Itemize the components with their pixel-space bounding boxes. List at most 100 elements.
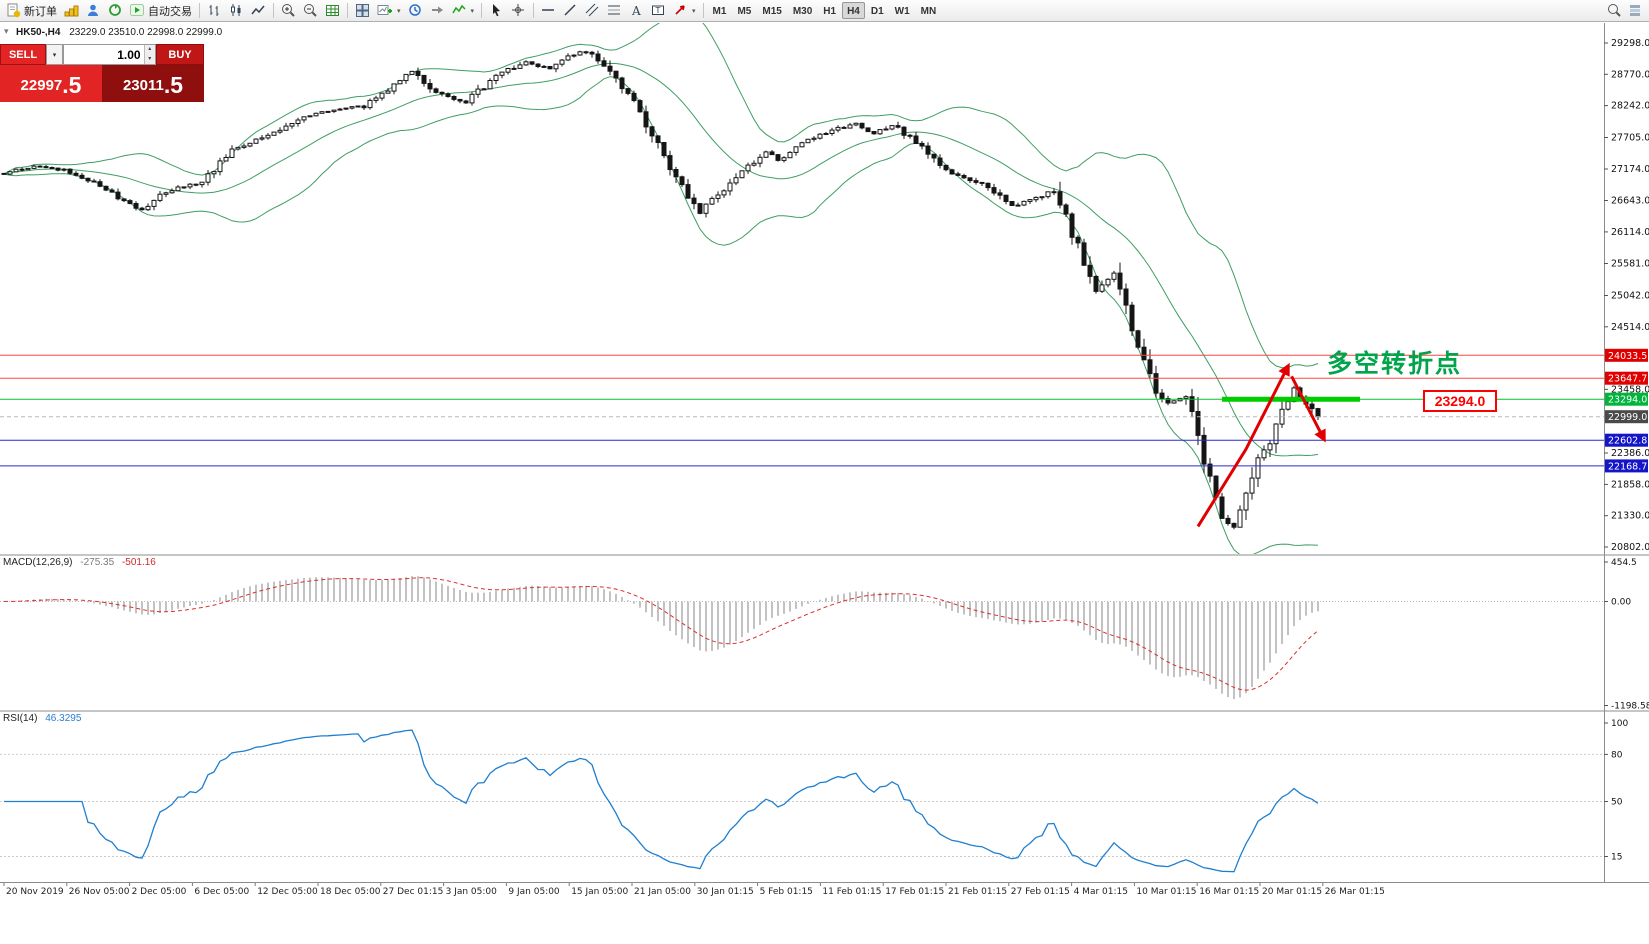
fibonacci-icon <box>608 5 621 15</box>
svg-text:27705.0: 27705.0 <box>1611 133 1649 144</box>
timeframe-m1-button[interactable]: M1 <box>712 6 727 17</box>
timeframe-w1-button[interactable]: W1 <box>894 6 910 17</box>
data-window-icon <box>88 4 98 16</box>
svg-text:100: 100 <box>1611 719 1628 729</box>
svg-text:2 Dec 05:00: 2 Dec 05:00 <box>132 887 187 897</box>
timeframe-d1-button[interactable]: D1 <box>870 6 884 17</box>
new-order-button[interactable]: 新订单 <box>3 1 60 21</box>
svg-text:15 Jan 05:00: 15 Jan 05:00 <box>571 887 628 897</box>
buy-button[interactable]: BUY <box>156 44 204 65</box>
svg-text:23458.0: 23458.0 <box>1611 384 1649 395</box>
svg-text:22999.0: 22999.0 <box>1608 412 1647 423</box>
trendline-icon <box>564 4 576 16</box>
svg-text:-1198.58: -1198.58 <box>1611 702 1649 712</box>
channel-icon <box>585 3 599 17</box>
timeframe-m30-button[interactable]: M30 <box>792 6 813 17</box>
macd-signal-value: -501.16 <box>121 557 156 568</box>
svg-text:24033.5: 24033.5 <box>1608 351 1647 362</box>
volume-dropdown-button[interactable]: ▾ <box>46 44 63 65</box>
chart-shift-button[interactable] <box>427 1 448 21</box>
timeframe-h4-button[interactable]: H4 <box>842 2 865 19</box>
sell-button[interactable]: SELL <box>0 44 46 65</box>
svg-text:21 Feb 01:15: 21 Feb 01:15 <box>948 887 1007 897</box>
svg-text:23294.0: 23294.0 <box>1608 395 1647 406</box>
label-tool-button[interactable]: T <box>648 1 669 21</box>
volume-field: ▴▾ <box>63 44 156 65</box>
svg-text:4 Mar 01:15: 4 Mar 01:15 <box>1074 887 1128 897</box>
toolbar-separator <box>347 3 348 18</box>
svg-text:30 Jan 01:15: 30 Jan 01:15 <box>697 887 754 897</box>
buy-price-display[interactable]: 23011.5 <box>102 65 204 102</box>
chart-objects-layer <box>0 354 1604 528</box>
zoom-in-button[interactable] <box>278 1 299 21</box>
market-watch-button[interactable] <box>61 1 82 21</box>
svg-text:27174.0: 27174.0 <box>1611 164 1649 175</box>
channel-tool-button[interactable] <box>582 1 603 21</box>
hline-tool-button[interactable] <box>538 1 559 21</box>
macd-name: MACD(12,26,9) <box>3 557 73 568</box>
svg-text:22386.0: 22386.0 <box>1611 448 1649 459</box>
volume-spinner: ▴ ▾ <box>143 45 155 64</box>
spinner-up-icon[interactable]: ▴ <box>144 45 155 55</box>
data-window-button[interactable] <box>83 1 104 21</box>
new-chart-icon <box>377 5 392 15</box>
svg-text:21 Jan 05:00: 21 Jan 05:00 <box>634 887 691 897</box>
rsi-layer <box>0 729 1604 873</box>
trendline-tool-button[interactable] <box>560 1 581 21</box>
macd-layer <box>0 576 1604 699</box>
fibonacci-tool-button[interactable] <box>604 1 625 21</box>
macd-main-value: -275.35 <box>80 557 115 568</box>
layers-icon <box>1630 5 1640 16</box>
bar-chart-icon <box>209 5 219 16</box>
search-button[interactable] <box>1604 1 1625 21</box>
crosshair-button[interactable] <box>508 1 529 21</box>
candlestick-button[interactable] <box>226 1 247 21</box>
grid-button[interactable] <box>322 1 343 21</box>
toolbar-right-group <box>1604 1 1646 21</box>
arrows-tool-button[interactable]: ▾ <box>670 1 699 21</box>
svg-text:20 Nov 2019: 20 Nov 2019 <box>6 887 64 897</box>
timeframe-m5-button[interactable]: M5 <box>737 6 752 17</box>
cursor-button[interactable] <box>486 1 507 21</box>
text-tool-button[interactable]: A <box>626 1 647 21</box>
zoom-in-icon <box>282 4 295 17</box>
line-chart-icon <box>251 5 265 15</box>
spinner-down-icon[interactable]: ▾ <box>144 54 155 64</box>
new-chart-button[interactable]: ▾ <box>374 1 404 21</box>
timeframe-h1-button[interactable]: H1 <box>823 6 837 17</box>
oneclick-collapse-button[interactable]: ▾ <box>4 26 9 36</box>
bar-chart-button[interactable] <box>204 1 225 21</box>
svg-text:25581.0: 25581.0 <box>1611 259 1649 270</box>
new-order-icon <box>7 3 21 18</box>
svg-text:11 Feb 01:15: 11 Feb 01:15 <box>822 887 881 897</box>
chart-shift-icon <box>431 6 443 14</box>
indicators-button[interactable]: ▾ <box>449 1 478 21</box>
panels-button[interactable] <box>1625 1 1646 21</box>
turning-point-annotation[interactable]: 多空转折点 <box>1327 349 1463 378</box>
price-level-box[interactable]: 23294.0 <box>1423 390 1497 412</box>
autotrading-button[interactable]: 自动交易 <box>127 1 195 21</box>
svg-text:22168.7: 22168.7 <box>1608 461 1647 472</box>
autoscroll-button[interactable] <box>405 1 426 21</box>
svg-text:21330.0: 21330.0 <box>1611 511 1649 522</box>
volume-input[interactable] <box>64 45 144 64</box>
cursor-icon <box>493 4 501 17</box>
text-label-icon: T <box>652 5 665 15</box>
svg-text:20 Mar 01:15: 20 Mar 01:15 <box>1262 887 1322 897</box>
line-chart-button[interactable] <box>248 1 269 21</box>
rsi-value: 46.3295 <box>45 713 82 724</box>
sell-price-display[interactable]: 22997.5 <box>0 65 102 102</box>
dropdown-caret-icon: ▾ <box>470 7 475 15</box>
search-icon <box>1608 4 1621 17</box>
timeframe-mn-button[interactable]: MN <box>920 6 937 17</box>
svg-text:50: 50 <box>1611 798 1623 808</box>
navigator-button[interactable] <box>105 1 126 21</box>
timeframe-m15-button[interactable]: M15 <box>762 6 782 17</box>
zoom-out-button[interactable] <box>300 1 321 21</box>
macd-label: MACD(12,26,9) -275.35 -501.16 <box>3 557 156 568</box>
buy-price-frac: .5 <box>163 71 184 98</box>
tile-windows-button[interactable] <box>352 1 373 21</box>
svg-text:24514.0: 24514.0 <box>1611 322 1649 333</box>
oneclick-price-row: 22997.5 23011.5 <box>0 65 204 102</box>
